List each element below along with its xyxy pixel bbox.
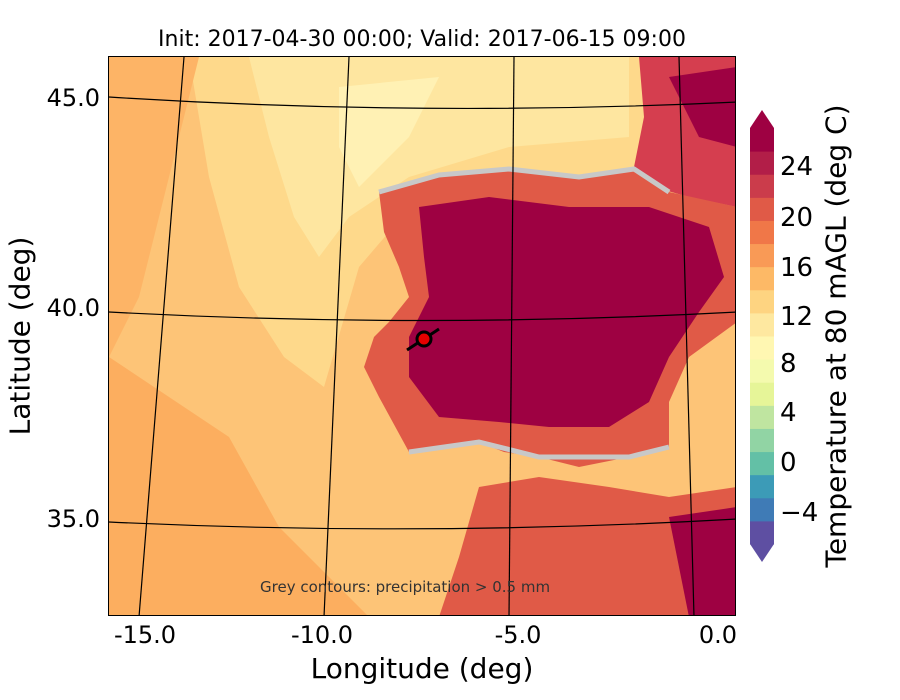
colorbar-cell <box>750 382 774 406</box>
coolest-patch <box>339 77 439 187</box>
colorbar-cell <box>750 289 774 314</box>
colorbar-tick: −4 <box>780 498 819 528</box>
warm-w <box>109 57 199 357</box>
colorbar-tick: 24 <box>780 152 814 182</box>
colorbar-cell <box>750 151 774 175</box>
colorbar-tick: 0 <box>780 448 797 478</box>
x-tick-label: -15.0 <box>113 621 177 649</box>
colorbar-tick: 4 <box>780 398 797 428</box>
location-marker-icon <box>415 330 433 348</box>
map-panel <box>108 56 736 616</box>
x-tick-label: -5.0 <box>494 621 542 649</box>
x-axis-label: Longitude (deg) <box>310 652 534 685</box>
colorbar-cell <box>750 266 774 291</box>
temperature-map <box>109 57 735 615</box>
colorbar-cell <box>750 220 774 245</box>
colorbar-cells <box>750 128 774 545</box>
graticule-lat-35 <box>109 518 735 530</box>
precip-contour <box>378 166 671 460</box>
colorbar-cell <box>750 243 774 268</box>
colorbar-cell <box>750 312 774 337</box>
graticule-lon--5 <box>508 57 515 615</box>
colorbar-tick: 12 <box>780 302 814 332</box>
colorbar-cell <box>750 336 774 360</box>
graticule-lon-0 <box>678 57 695 615</box>
map-footnote: Grey contours: precipitation > 0.5 mm <box>260 578 551 596</box>
y-tick-label: 35.0 <box>46 505 100 533</box>
land-iberia-hot <box>409 197 724 427</box>
colorbar-extend-top <box>750 110 774 128</box>
land-africa-hot <box>669 507 735 615</box>
warm-sw <box>109 357 367 615</box>
x-tick-label: -10.0 <box>290 621 354 649</box>
x-tick-label: 0.0 <box>698 621 738 649</box>
colorbar-cell <box>750 359 774 383</box>
y-tick-label: 45.0 <box>46 84 100 112</box>
graticule-lon--15 <box>138 57 185 615</box>
graticule-lat-45 <box>109 96 735 110</box>
graticule-lon--10 <box>323 57 350 615</box>
colorbar <box>750 110 774 562</box>
y-tick-label: 40.0 <box>46 294 100 322</box>
colorbar-tick: 20 <box>780 203 814 233</box>
y-axis-label: Latitude (deg) <box>3 236 37 436</box>
colorbar-extend-bottom <box>750 544 774 562</box>
colorbar-tick: 16 <box>780 253 814 283</box>
colorbar-cell <box>750 474 774 499</box>
colorbar-cell <box>750 197 774 221</box>
colorbar-cell <box>750 128 774 152</box>
land-france-hot <box>669 67 735 147</box>
graticule-lat-40 <box>109 311 735 322</box>
colorbar-label: Temperature at 80 mAGL (deg C) <box>819 104 853 568</box>
plot-title: Init: 2017-04-30 00:00; Valid: 2017-06-1… <box>158 27 686 52</box>
colorbar-cell <box>750 405 774 429</box>
colorbar-cell <box>750 520 774 545</box>
colorbar-cell <box>750 497 774 522</box>
colorbar-cell <box>750 428 774 453</box>
colorbar-cell <box>750 174 774 198</box>
colorbar-cell <box>750 451 774 476</box>
land-africa <box>439 477 735 615</box>
colorbar-tick: 8 <box>780 349 797 379</box>
